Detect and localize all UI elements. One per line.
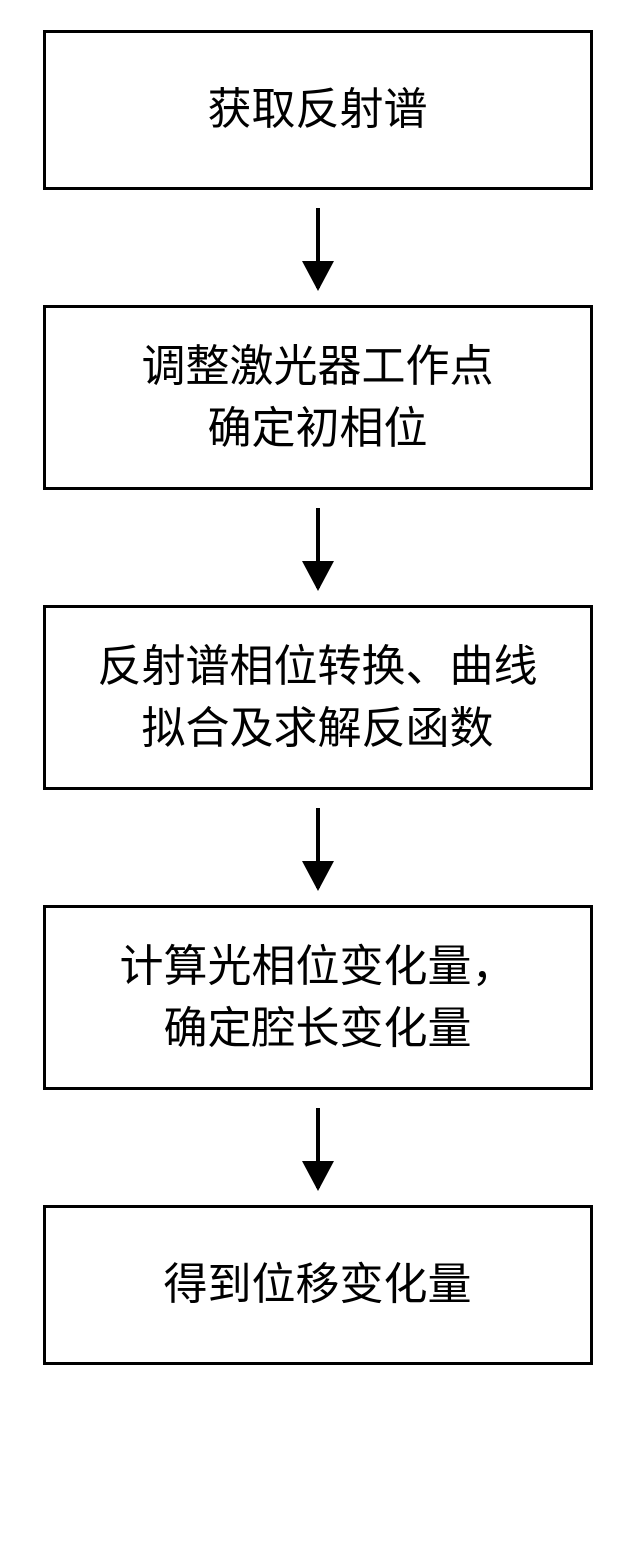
flowchart-step-3: 反射谱相位转换、曲线 拟合及求解反函数 [43,605,593,790]
arrow-4-5 [316,1090,320,1205]
flowchart-step-5: 得到位移变化量 [43,1205,593,1365]
step-4-text-line2: 确定腔长变化量 [164,998,472,1060]
arrow-icon [316,508,320,588]
arrow-3-4 [316,790,320,905]
step-3-text-line2: 拟合及求解反函数 [142,698,494,760]
flowchart-step-1: 获取反射谱 [43,30,593,190]
arrow-icon [316,1108,320,1188]
step-1-text: 获取反射谱 [208,79,428,141]
step-3-text-line1: 反射谱相位转换、曲线 [98,636,538,698]
flowchart-step-2: 调整激光器工作点 确定初相位 [43,305,593,490]
flowchart-step-4: 计算光相位变化量， 确定腔长变化量 [43,905,593,1090]
step-5-text: 得到位移变化量 [164,1254,472,1316]
step-2-text-line2: 确定初相位 [208,398,428,460]
arrow-2-3 [316,490,320,605]
arrow-icon [316,808,320,888]
flowchart-container: 获取反射谱 调整激光器工作点 确定初相位 反射谱相位转换、曲线 拟合及求解反函数… [0,30,635,1365]
arrow-1-2 [316,190,320,305]
step-4-text-line1: 计算光相位变化量， [120,936,516,998]
step-2-text-line1: 调整激光器工作点 [142,336,494,398]
arrow-icon [316,208,320,288]
